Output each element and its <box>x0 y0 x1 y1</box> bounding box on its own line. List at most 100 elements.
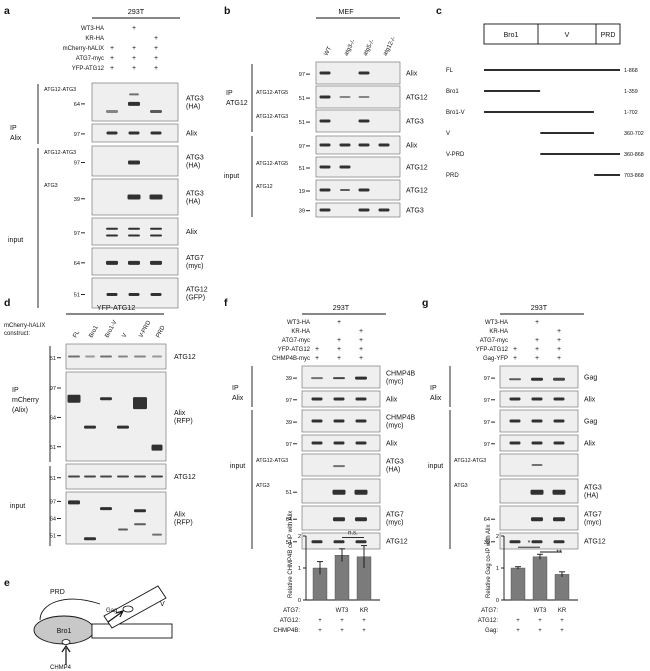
bro1-label: Bro1 <box>57 628 72 635</box>
mw-marker: 97 <box>286 442 292 448</box>
chart-row-mark: + <box>538 618 542 624</box>
condition-mark: + <box>337 346 341 353</box>
condition-label: YFP-ATG12 <box>72 66 105 72</box>
blot-frame <box>65 491 167 545</box>
domain-label-bro1: Bro1 <box>504 32 519 39</box>
blot-band <box>509 540 521 544</box>
blot-band <box>150 234 162 237</box>
blot-band <box>106 234 118 237</box>
construct-name: Bro1-V <box>446 110 465 116</box>
band-annotation: ATG12-ATG3 <box>454 458 486 464</box>
blot-band <box>319 71 331 75</box>
condition-mark: + <box>557 328 561 335</box>
blot-band <box>333 540 345 544</box>
panel-b: b MEF WT atg3-/- atg5-/- atg12-/- Alix 97 ATG12 A… <box>224 5 428 218</box>
panel-c: c Bro1 V PRD FL 1-868 Bro1 1-359 Bro1-V 1-702 V 360… <box>436 5 644 179</box>
blot-band <box>106 260 118 265</box>
blot-band <box>332 489 346 495</box>
blot-band <box>67 394 81 403</box>
blot-band <box>530 489 544 495</box>
lane-label: atg5-/- <box>362 39 375 57</box>
blot-band <box>553 517 565 522</box>
blot-band <box>333 377 345 380</box>
construct-name: Bro1 <box>446 89 459 95</box>
mw-marker: 97 <box>484 420 490 426</box>
blot-label: Alix <box>406 71 418 78</box>
blot-label: ATG12 <box>406 188 428 195</box>
construct-header: construct: <box>4 331 30 337</box>
cell-line-header: 293T <box>531 303 548 312</box>
condition-label: YFP-ATG12 <box>278 347 311 353</box>
blot-band <box>531 419 543 423</box>
mw-marker: 97 <box>484 376 490 382</box>
mw-marker: 39 <box>299 209 305 215</box>
blot-band <box>128 293 140 296</box>
condition-label: ATG7-myc <box>282 338 310 344</box>
blot-band <box>68 355 80 358</box>
blot-band <box>128 160 140 165</box>
panel-letter: g <box>422 297 428 309</box>
blot-band <box>128 227 140 230</box>
chart-row-mark: + <box>560 628 564 634</box>
blot-label: Alix <box>186 131 198 138</box>
blot-band <box>339 165 351 169</box>
chmp4-label: CHMP4 <box>50 665 72 671</box>
blot-label: (myc) <box>386 423 404 430</box>
v-label: V <box>160 601 165 608</box>
chart-row-mark: + <box>538 628 542 634</box>
blot-band <box>358 119 370 123</box>
chart-row-mark: + <box>340 618 344 624</box>
chart-row-mark: + <box>340 628 344 634</box>
mw-marker: 97 <box>286 398 292 404</box>
mw-marker: 97 <box>50 386 56 392</box>
blot-band <box>531 464 543 466</box>
condition-label: YFP-ATG12 <box>476 347 509 353</box>
blot-label: (RFP) <box>174 418 193 425</box>
chart-row-mark: + <box>362 628 366 634</box>
blot-band <box>84 537 96 541</box>
blot-label: (HA) <box>186 199 200 206</box>
blot-band <box>333 441 345 445</box>
blot-label: CHMP4B <box>386 415 416 422</box>
blot-band <box>333 419 345 423</box>
blot-band <box>340 189 350 191</box>
mw-marker: 39 <box>286 376 292 382</box>
blot-label: ATG7 <box>386 512 404 519</box>
lane-label: Bro1 <box>88 324 100 339</box>
blot-label: ATG7 <box>584 512 602 519</box>
blot-band <box>553 397 565 401</box>
condition-mark: + <box>110 45 114 52</box>
mw-marker: 97 <box>484 442 490 448</box>
construct-name: PRD <box>446 173 459 179</box>
blot-band <box>355 419 367 423</box>
construct-header: mCherry-hALIX <box>4 323 45 329</box>
condition-mark: + <box>513 346 517 353</box>
chart-row-label: ATG12: <box>478 618 499 624</box>
blot-band <box>134 475 146 478</box>
blot-band <box>319 143 331 147</box>
blot-band <box>68 500 80 505</box>
y-tick-label: 0 <box>496 598 499 604</box>
blot-band <box>378 143 390 147</box>
blot-frame <box>315 109 401 133</box>
band-annotation: ATG12-ATG5 <box>256 161 288 167</box>
lane-label: atg12-/- <box>382 36 397 57</box>
blot-label: Alix <box>174 512 186 519</box>
blot-label: (myc) <box>584 520 602 527</box>
panel-letter: d <box>4 297 10 309</box>
bar-1 <box>334 555 350 601</box>
blot-band <box>354 489 368 495</box>
chart-row-mark: + <box>516 618 520 624</box>
panel-letter: c <box>436 5 442 17</box>
mw-marker: 97 <box>484 398 490 404</box>
blot-label: Alix <box>584 397 596 404</box>
blot-band <box>133 397 147 410</box>
cell-line-header: 293T <box>333 303 350 312</box>
blot-band <box>106 110 118 113</box>
blot-label: Alix <box>386 397 398 404</box>
chart-row-label: CHMP4B: <box>273 628 300 634</box>
blot-band <box>311 419 323 423</box>
blot-frame <box>65 371 167 462</box>
chart-row-label: ATG7: <box>283 608 300 614</box>
condition-mark: + <box>359 337 363 344</box>
